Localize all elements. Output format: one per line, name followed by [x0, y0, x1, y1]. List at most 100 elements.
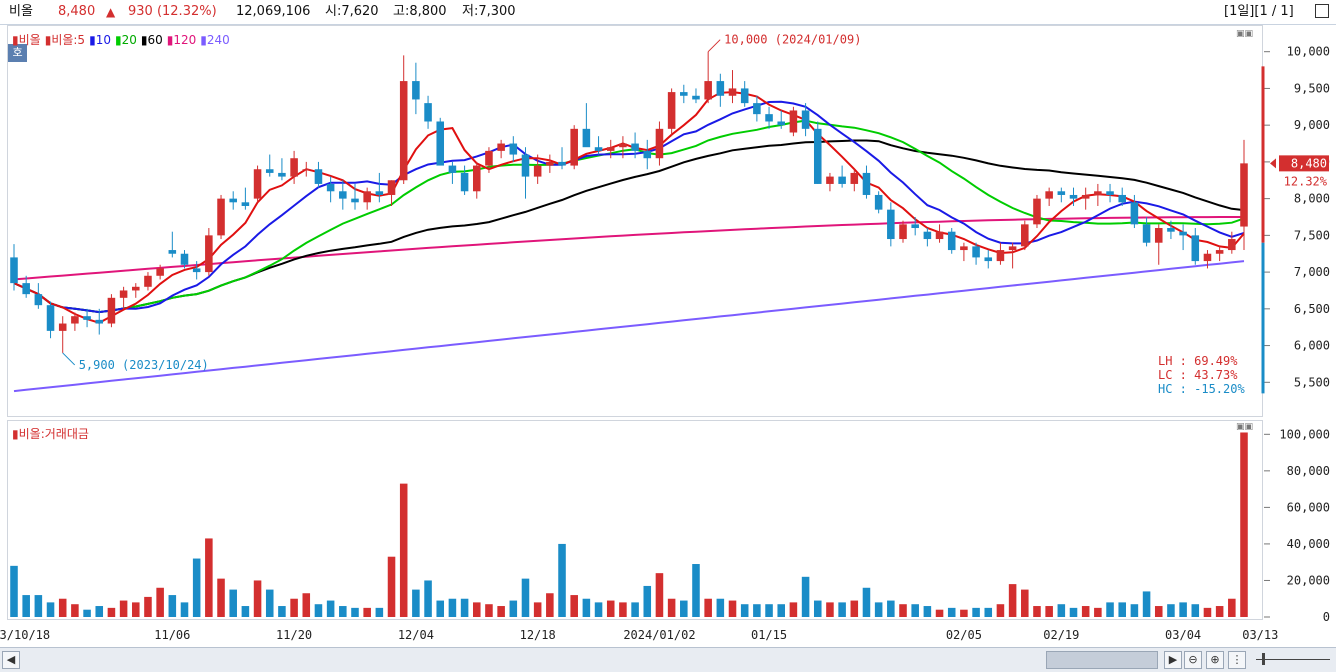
volume-bar: [960, 609, 968, 617]
volume-y-tick-label: 20,000: [1287, 573, 1330, 587]
candle-body: [838, 176, 846, 184]
volume-y-tick-label: 0: [1323, 610, 1330, 624]
volume-bar: [22, 595, 30, 617]
candle-body: [497, 143, 505, 151]
candle-body: [326, 183, 335, 192]
up-arrow-icon: ▲: [106, 5, 116, 19]
volume-bar: [192, 558, 201, 617]
volume-bar: [1033, 606, 1041, 617]
horizontal-scrollbar[interactable]: ◀ ▶ ⊖ ⊕ ⋮: [0, 647, 1336, 672]
order-badge[interactable]: 호: [8, 44, 27, 62]
zoom-slider-track[interactable]: [1256, 659, 1330, 660]
volume-bar: [972, 607, 980, 617]
candle-body: [278, 172, 286, 177]
legend-marker: ▮: [114, 33, 122, 47]
volume-bar: [1179, 602, 1187, 617]
panel-control-icon-2[interactable]: ▣▣: [1236, 422, 1254, 432]
window-maximize-icon[interactable]: [1315, 4, 1329, 18]
volume-bar: [107, 607, 116, 617]
candle-body: [643, 150, 652, 159]
y-tick-label: 7,500: [1294, 228, 1330, 242]
candle-body: [1094, 191, 1102, 195]
volume-bar: [874, 602, 883, 617]
volume-bar: [424, 580, 432, 617]
chart-area[interactable]: 호 ▮비올 ▮비올:5 ▮10 ▮20 ▮60 ▮120 ▮240 ▮비올:거래대금 10,…: [0, 25, 1336, 647]
candle-count-icon[interactable]: ⋮: [1228, 651, 1246, 669]
volume-bar: [1021, 589, 1029, 617]
volume-bar: [412, 589, 420, 617]
volume-bar: [680, 600, 688, 617]
volume-bar: [156, 587, 164, 617]
candle-body: [472, 165, 481, 192]
zoom-in-icon[interactable]: ⊕: [1206, 651, 1224, 669]
legend-marker: ▮: [140, 33, 148, 47]
legend-item-10: 10: [95, 33, 111, 47]
volume-bar: [947, 607, 956, 617]
volume-bar: [521, 578, 530, 617]
candle-body: [132, 286, 140, 291]
volume-bar: [253, 580, 262, 617]
last-price-pointer: [1270, 158, 1276, 169]
candle-body: [960, 246, 968, 251]
candle-body: [680, 92, 688, 96]
candle-body: [1142, 224, 1151, 243]
candle-body: [558, 161, 566, 166]
volume-bar: [241, 606, 250, 617]
candle-body: [107, 297, 116, 324]
scroll-right-icon[interactable]: ▶: [1164, 651, 1182, 669]
volume-bar: [229, 589, 237, 617]
legend-marker: ▮: [12, 427, 19, 441]
volume-bar: [460, 598, 469, 617]
volume-bar: [984, 607, 993, 617]
volume-bar: [813, 600, 822, 617]
volume-bar: [485, 604, 493, 617]
candle-body: [351, 198, 359, 203]
open-value: 시:7,620: [325, 4, 379, 19]
zoom-slider-handle[interactable]: [1262, 653, 1265, 665]
volume-bar: [58, 598, 67, 617]
volume-bar: [1069, 607, 1078, 617]
volume-bar: [168, 595, 177, 617]
volume-bar: [46, 602, 55, 617]
zoom-out-icon[interactable]: ⊖: [1184, 651, 1202, 669]
x-tick-label: 02/05: [946, 628, 982, 642]
y-tick-label: 8,000: [1294, 192, 1330, 206]
candle-body: [923, 231, 932, 240]
volume-bar: [448, 598, 457, 617]
candle-body: [83, 316, 91, 320]
candle-body: [119, 290, 128, 298]
candle-body: [460, 172, 469, 192]
candle-body: [850, 172, 859, 184]
volume-bar: [838, 602, 846, 617]
period-indicator[interactable]: [1일][1 / 1]: [1224, 4, 1294, 19]
candle-body: [984, 257, 993, 262]
lc-stat: LC : 43.73%: [1158, 368, 1238, 382]
volume-panel[interactable]: [7, 420, 1263, 620]
min-annotation: 5,900 (2023/10/24): [79, 358, 209, 372]
volume-value: 12,069,106: [236, 4, 311, 19]
candle-body: [911, 224, 919, 229]
volume-bar: [326, 600, 335, 617]
volume-bar: [144, 596, 152, 617]
volume-bar: [95, 606, 104, 617]
min-annotation-line: [62, 352, 76, 366]
candle-body: [205, 235, 213, 273]
candle-body: [302, 169, 311, 171]
max-annotation-line: [707, 39, 721, 53]
candle-body: [71, 316, 79, 324]
low-value: 저:7,300: [462, 4, 516, 19]
candle-body: [789, 110, 798, 133]
volume-bar: [10, 565, 18, 617]
panel-control-icon[interactable]: ▣▣: [1236, 29, 1254, 39]
candle-body: [485, 150, 493, 166]
volume-bar: [1203, 607, 1212, 617]
candle-body: [399, 81, 408, 181]
scroll-left-icon[interactable]: ◀: [2, 651, 20, 669]
volume-y-tick-label: 80,000: [1287, 464, 1330, 478]
candle-body: [972, 246, 980, 258]
candle-body: [947, 231, 956, 251]
scroll-thumb[interactable]: [1046, 651, 1158, 669]
candle-body: [241, 202, 250, 206]
candle-body: [1240, 163, 1248, 227]
volume-bar: [753, 604, 761, 617]
